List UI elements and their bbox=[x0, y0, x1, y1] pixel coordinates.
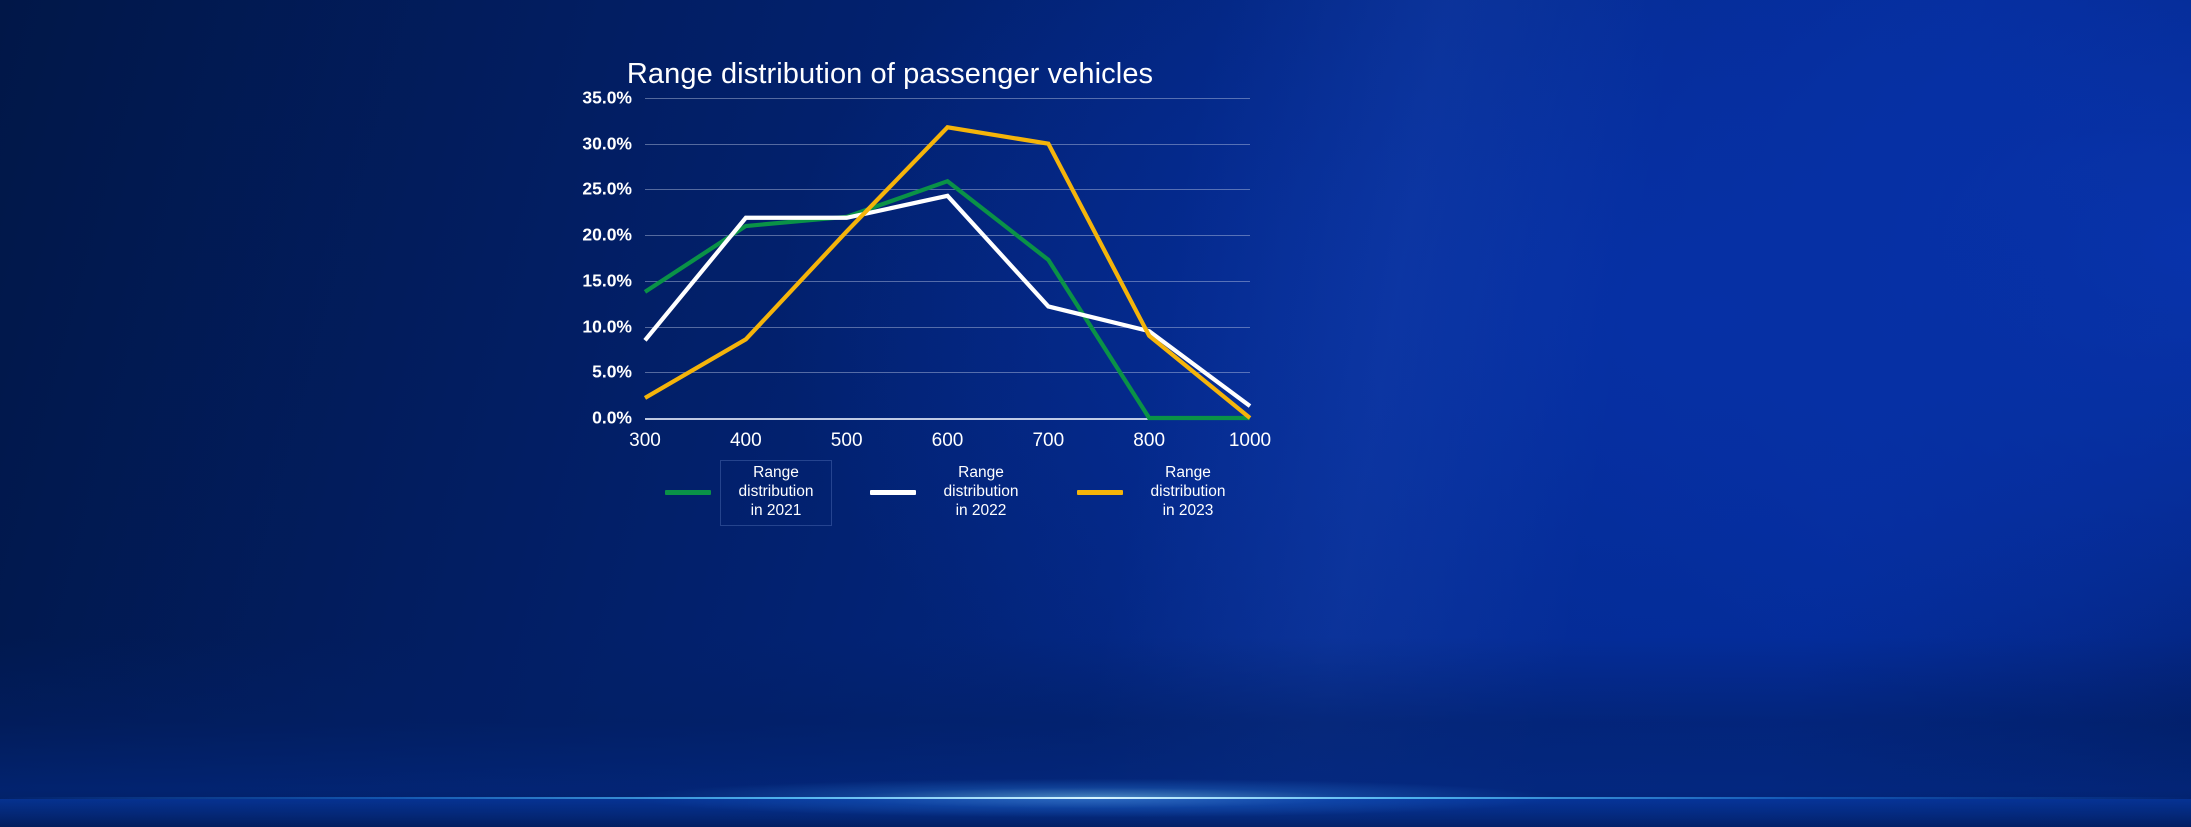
gridline bbox=[645, 189, 1250, 191]
plot-area: 0.0% 5.0% 10.0% 15.0% 20.0% 25.0% 30.0% 35.0% 3… bbox=[582, 88, 1271, 452]
y-axis-tick-label: 0.0% bbox=[592, 407, 632, 428]
y-axis-tick-label: 30.0% bbox=[582, 133, 632, 154]
x-axis-tick-label: 700 bbox=[1032, 430, 1065, 451]
bottom-glow-reflection bbox=[0, 799, 2191, 827]
line-chart: Range distribution of passenger vehicles… bbox=[520, 30, 1271, 700]
gridline bbox=[645, 280, 1250, 282]
gridline bbox=[645, 143, 1250, 145]
gridline bbox=[645, 235, 1250, 237]
legend-swatch-icon bbox=[1077, 490, 1123, 496]
x-axis-tick-label: 300 bbox=[629, 430, 661, 451]
legend-label: Range distribution in 2022 bbox=[943, 464, 1019, 519]
x-axis-line bbox=[645, 418, 1250, 420]
series-lines bbox=[643, 125, 1252, 421]
series-line-2 bbox=[643, 125, 1252, 420]
y-axis-tick-label: 25.0% bbox=[582, 178, 632, 199]
legend-swatch-icon bbox=[665, 490, 711, 496]
legend-item-2[interactable]: Range distribution in 2023 bbox=[1077, 460, 1244, 526]
legend-label: Range distribution in 2021 bbox=[720, 460, 832, 526]
y-axis-tick-label: 10.0% bbox=[582, 316, 632, 337]
y-axis-tick-label: 5.0% bbox=[592, 361, 632, 382]
x-axis-tick-label: 500 bbox=[830, 430, 863, 451]
gridline bbox=[645, 98, 1250, 99]
legend-item-1[interactable]: Range distribution in 2022 bbox=[870, 460, 1037, 526]
x-axis-tick-label: 800 bbox=[1133, 430, 1166, 451]
chart-title: Range distribution of passenger vehicles bbox=[626, 58, 1154, 90]
series-line-0 bbox=[643, 178, 1250, 421]
series-line-1 bbox=[643, 193, 1252, 408]
legend-swatch-icon bbox=[870, 490, 916, 496]
bottom-glow-line bbox=[0, 797, 2191, 799]
gridline bbox=[645, 326, 1250, 328]
legend-label: Range distribution in 2023 bbox=[1150, 464, 1226, 519]
y-axis-tick-label: 20.0% bbox=[582, 224, 632, 245]
legend-item-0[interactable]: Range distribution in 2021 bbox=[665, 460, 832, 526]
chart-legend: Range distribution in 2021 Range distribu… bbox=[645, 460, 1250, 530]
y-axis-tick-label: 35.0% bbox=[582, 87, 632, 108]
x-axis-tick-label: 600 bbox=[931, 430, 964, 451]
x-axis-tick-label: 400 bbox=[729, 430, 762, 451]
gridline bbox=[645, 372, 1250, 374]
x-axis-tick-label: 1000 bbox=[1228, 430, 1272, 451]
y-axis-tick-label: 15.0% bbox=[582, 270, 632, 291]
